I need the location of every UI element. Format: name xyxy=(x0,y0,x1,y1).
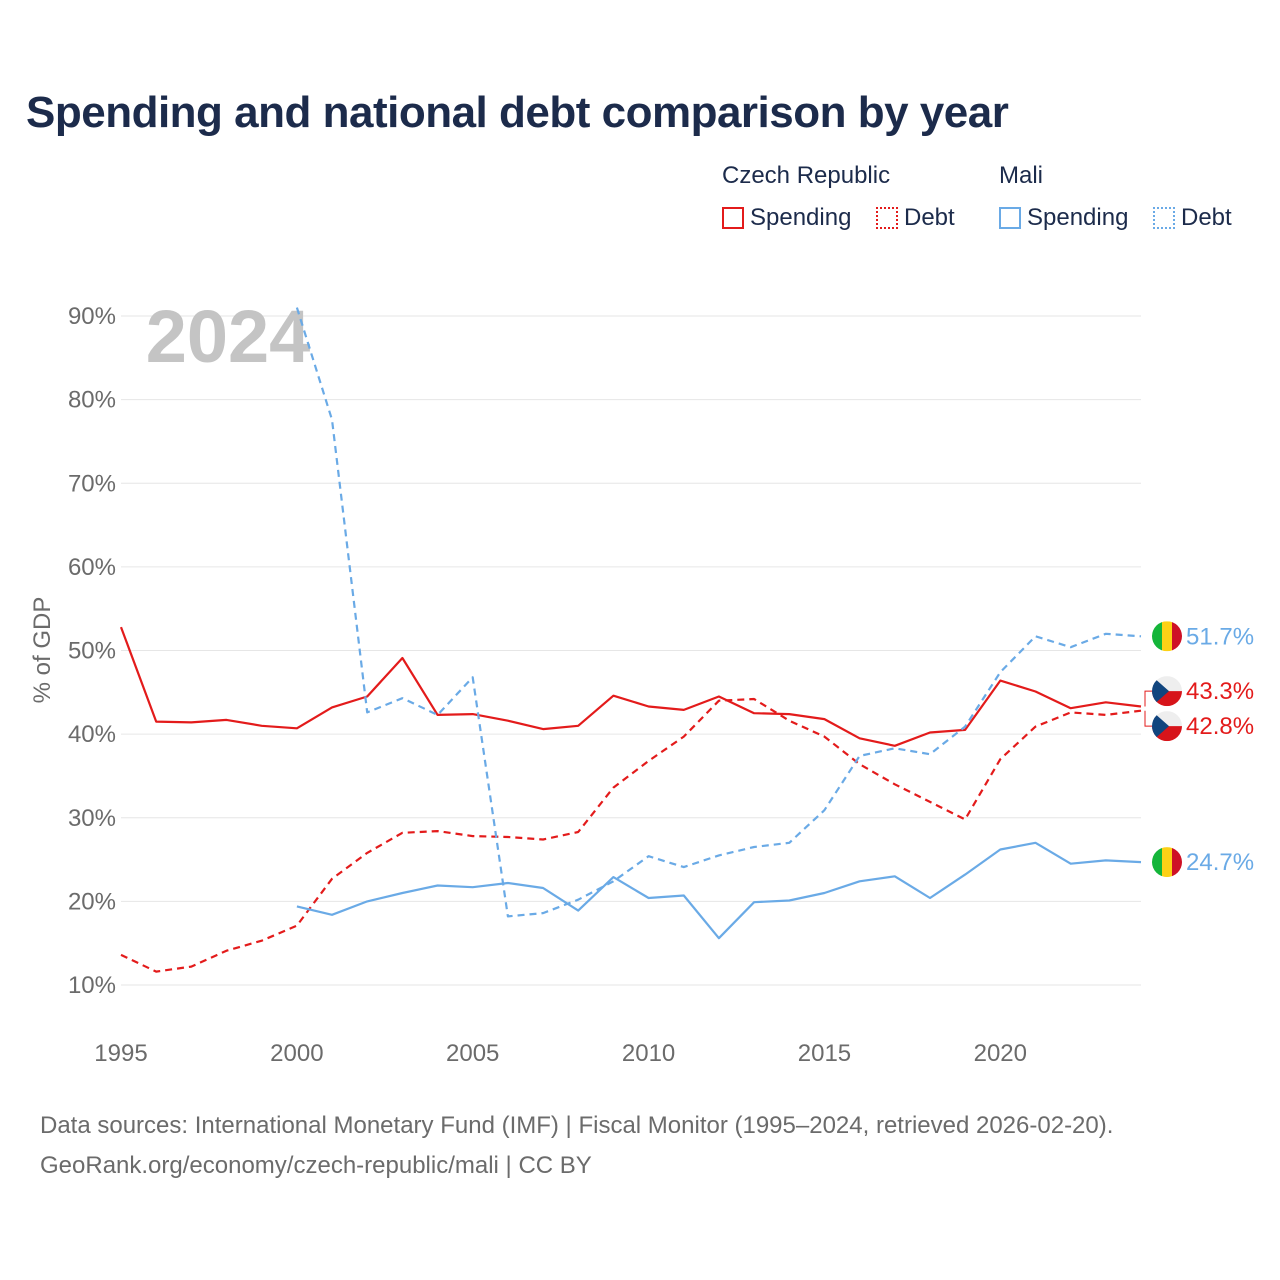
end-value-label: 51.7% xyxy=(1186,623,1254,650)
y-tick-label: 10% xyxy=(68,972,116,999)
legend-group-mali: Mali xyxy=(999,162,1044,189)
series-line-mali-spending[interactable] xyxy=(296,841,1142,940)
legend-label: Debt xyxy=(904,204,955,231)
y-axis-label: % of GDP xyxy=(29,597,56,704)
y-tick-label: 90% xyxy=(68,303,116,330)
x-tick-label: 2005 xyxy=(446,1040,499,1067)
legend-swatch-solid-icon xyxy=(999,207,1021,229)
series-line-czech-republic-spending[interactable] xyxy=(119,626,1142,747)
legend-label: Spending xyxy=(1027,204,1129,231)
series-line-czech-republic-debt[interactable] xyxy=(120,697,1142,973)
legend-swatch-dotted-icon xyxy=(876,207,898,229)
legend-item-mali-debt[interactable]: Debt xyxy=(1153,204,1232,232)
year-watermark: 2024 xyxy=(146,295,311,378)
legend-label: Debt xyxy=(1181,204,1232,231)
label-connector xyxy=(1144,690,1152,707)
legend-item-czech-spending[interactable]: Spending xyxy=(722,204,851,232)
series-line-mali-debt[interactable] xyxy=(295,307,1142,918)
legend-item-czech-debt[interactable]: Debt xyxy=(876,204,955,232)
grid-lines xyxy=(121,315,1141,986)
legend-group-czech-republic: Czech Republic xyxy=(722,162,891,189)
y-tick-label: 80% xyxy=(68,387,116,414)
legend-swatch-dotted-icon xyxy=(1153,207,1175,229)
y-tick-label: 30% xyxy=(68,805,116,832)
end-value-label: 43.3% xyxy=(1186,678,1254,705)
series-lines xyxy=(119,307,1142,973)
legend-item-mali-spending[interactable]: Spending xyxy=(999,204,1128,232)
x-tick-label: 2015 xyxy=(798,1040,851,1067)
chart-title: Spending and national debt comparison by… xyxy=(26,88,1009,137)
label-connector xyxy=(1144,710,1152,727)
mali-flag-icon xyxy=(1152,847,1182,878)
y-tick-labels: 10% 20% 30% 40% 50% 60% 70% 80% 90% xyxy=(68,303,116,999)
czech-flag-icon xyxy=(1152,676,1182,707)
mali-flag-icon xyxy=(1152,621,1182,652)
x-tick-label: 2020 xyxy=(974,1040,1027,1067)
legend-label: Spending xyxy=(750,204,852,231)
y-tick-label: 70% xyxy=(68,470,116,497)
x-tick-label: 2010 xyxy=(622,1040,675,1067)
end-labels: 51.7% 43.3% 42.8% 24.7% xyxy=(1144,621,1254,878)
y-tick-label: 60% xyxy=(68,554,116,581)
czech-flag-icon xyxy=(1152,711,1182,742)
x-tick-label: 2000 xyxy=(270,1040,323,1067)
y-tick-label: 20% xyxy=(68,888,116,915)
sources-line-2[interactable]: GeoRank.org/economy/czech-republic/mali … xyxy=(40,1152,592,1179)
end-value-label: 42.8% xyxy=(1186,713,1254,740)
y-tick-label: 40% xyxy=(68,721,116,748)
x-tick-label: 1995 xyxy=(94,1040,147,1067)
y-tick-label: 50% xyxy=(68,638,116,665)
sources-line-1: Data sources: International Monetary Fun… xyxy=(40,1112,1114,1139)
x-tick-labels: 1995 2000 2005 2010 2015 2020 xyxy=(94,1040,1027,1067)
data-sources: Data sources: International Monetary Fun… xyxy=(40,1106,1113,1186)
legend-swatch-solid-icon xyxy=(722,207,744,229)
end-value-label: 24.7% xyxy=(1186,849,1254,876)
